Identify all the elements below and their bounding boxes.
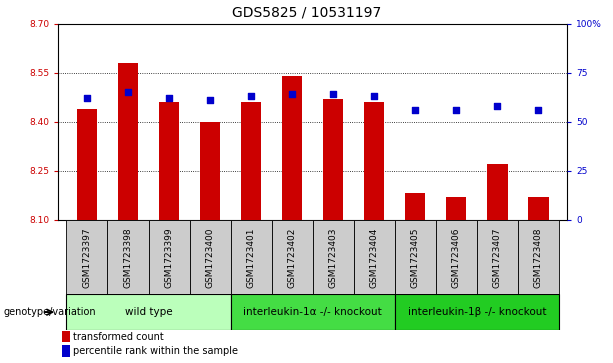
Bar — [148, 220, 189, 296]
Bar — [66, 220, 107, 296]
Text: GSM1723406: GSM1723406 — [452, 228, 461, 288]
Text: GSM1723399: GSM1723399 — [164, 227, 173, 288]
Bar — [518, 220, 559, 296]
Text: GSM1723408: GSM1723408 — [534, 228, 543, 288]
Bar — [395, 294, 559, 330]
Bar — [159, 102, 179, 220]
Point — [328, 91, 338, 97]
Text: transformed count: transformed count — [74, 332, 164, 342]
Text: GSM1723403: GSM1723403 — [329, 228, 338, 288]
Bar — [354, 220, 395, 296]
Bar — [364, 102, 384, 220]
Text: GSM1723407: GSM1723407 — [493, 228, 502, 288]
Text: interleukin-1α -/- knockout: interleukin-1α -/- knockout — [243, 307, 382, 317]
Bar — [487, 164, 508, 220]
Bar — [200, 122, 220, 220]
Point — [369, 93, 379, 99]
Point — [82, 95, 92, 101]
Bar — [241, 102, 261, 220]
Text: GSM1723398: GSM1723398 — [123, 227, 132, 288]
Point — [492, 103, 502, 109]
Text: wild type: wild type — [124, 307, 172, 317]
Text: GSM1723401: GSM1723401 — [246, 228, 256, 288]
Text: GSM1723405: GSM1723405 — [411, 228, 420, 288]
Bar — [77, 109, 97, 220]
Bar — [61, 345, 70, 357]
Bar — [446, 197, 466, 220]
Text: GSM1723402: GSM1723402 — [287, 228, 297, 288]
Bar — [230, 220, 272, 296]
Bar — [323, 99, 343, 220]
Bar — [405, 193, 425, 220]
Text: genotype/variation: genotype/variation — [3, 307, 96, 317]
Point — [533, 107, 543, 113]
Point — [123, 89, 133, 95]
Text: percentile rank within the sample: percentile rank within the sample — [74, 346, 238, 356]
Point — [246, 93, 256, 99]
Bar — [477, 220, 518, 296]
Point — [451, 107, 461, 113]
Bar — [528, 197, 549, 220]
Bar — [395, 220, 436, 296]
Bar — [282, 76, 302, 220]
Bar — [107, 220, 148, 296]
Bar — [436, 220, 477, 296]
Text: GSM1723400: GSM1723400 — [205, 228, 215, 288]
Bar — [118, 63, 139, 220]
Text: interleukin-1β -/- knockout: interleukin-1β -/- knockout — [408, 307, 546, 317]
Bar — [272, 220, 313, 296]
Point — [164, 95, 174, 101]
Text: GSM1723404: GSM1723404 — [370, 228, 379, 288]
Bar — [189, 220, 230, 296]
Bar — [230, 294, 395, 330]
Text: GSM1723397: GSM1723397 — [83, 227, 91, 288]
Bar — [313, 220, 354, 296]
Point — [410, 107, 420, 113]
Bar — [66, 294, 230, 330]
Point — [287, 91, 297, 97]
Bar — [61, 331, 70, 342]
Text: GDS5825 / 10531197: GDS5825 / 10531197 — [232, 5, 381, 20]
Point — [205, 97, 215, 103]
